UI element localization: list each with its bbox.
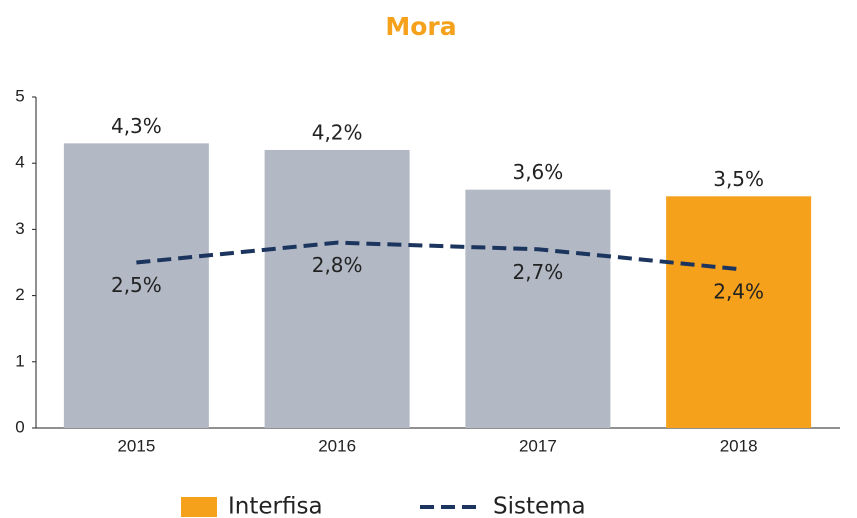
bar [63,143,209,428]
data-label: 4,2% [312,120,363,144]
data-label: 3,6% [512,160,563,184]
x-tick-label: 2018 [720,436,758,455]
data-label: 3,5% [713,167,764,191]
bar [666,196,812,428]
y-tick-label: 4 [15,153,24,172]
line [136,240,739,272]
data-label: 4,3% [111,114,162,138]
y-tick-label: 0 [15,417,24,436]
chart-title: Mora [385,12,456,41]
data-label: 2,7% [512,260,563,284]
data-label: 2,5% [111,273,162,297]
y-tick-label: 1 [15,351,24,370]
x-tick-label: 2015 [117,436,155,455]
x-tick-label: 2016 [318,436,356,455]
legend-label: Interfisa [228,494,323,518]
y-tick-label: 2 [15,285,24,304]
y-tick-label: 3 [15,219,24,238]
data-label: 2,8% [312,253,363,277]
legend-swatch [181,497,217,517]
legend-label: Sistema [493,494,586,518]
data-label: 2,4% [713,280,764,304]
bar [465,189,611,428]
y-tick-label: 5 [15,86,24,105]
bar [264,149,410,428]
x-tick-label: 2017 [519,436,557,455]
